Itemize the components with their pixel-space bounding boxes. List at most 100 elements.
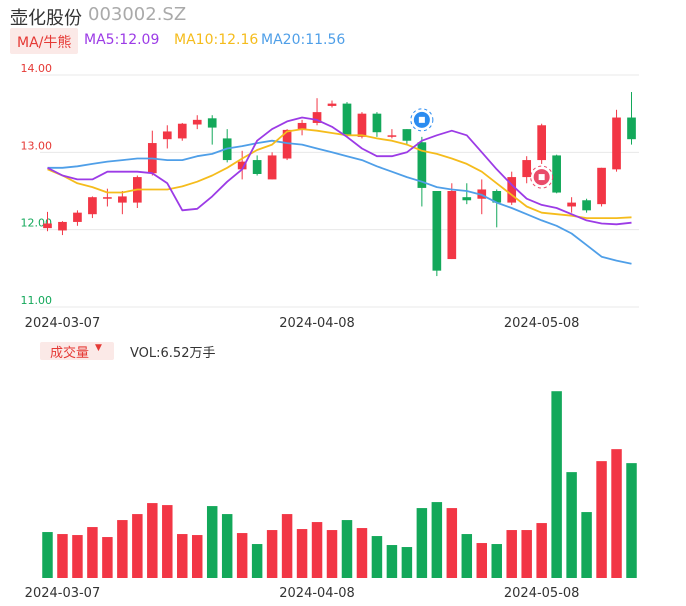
volume-bar bbox=[401, 547, 413, 578]
candle-body bbox=[118, 196, 127, 203]
candle-body bbox=[447, 191, 457, 260]
candle-body bbox=[282, 129, 292, 159]
volume-bar bbox=[491, 544, 502, 578]
candle-body bbox=[192, 119, 202, 125]
volume-bar bbox=[281, 514, 293, 578]
y-tick-label: 14.00 bbox=[21, 62, 53, 75]
candle-body bbox=[237, 161, 247, 170]
x-tick-label: 2024-04-08 bbox=[279, 316, 355, 331]
candle-body bbox=[567, 202, 576, 207]
volume-bar bbox=[476, 543, 488, 578]
x-tick-label: 2024-05-08 bbox=[504, 316, 580, 331]
candle-body bbox=[612, 117, 621, 170]
candle-body bbox=[582, 200, 591, 211]
candle-body bbox=[162, 131, 172, 140]
volume-bar bbox=[206, 506, 218, 578]
volume-bar bbox=[356, 528, 368, 578]
candle-body bbox=[417, 142, 427, 188]
volume-bar bbox=[177, 534, 188, 578]
volume-bar bbox=[296, 529, 308, 578]
volume-bar bbox=[551, 391, 562, 578]
candle-body bbox=[177, 123, 187, 139]
candle-body bbox=[537, 125, 547, 161]
candle-body bbox=[312, 112, 322, 123]
candle-body bbox=[267, 155, 277, 180]
stock-name: 壶化股份 bbox=[10, 8, 82, 29]
candle-body bbox=[73, 212, 82, 222]
candle-body bbox=[432, 191, 442, 271]
volume-bar bbox=[236, 533, 248, 578]
volume-bar bbox=[102, 537, 113, 578]
volume-indicator-label[interactable]: 成交量 bbox=[50, 346, 90, 361]
volume-bar bbox=[416, 508, 428, 578]
stock-code: 003002.SZ bbox=[88, 4, 187, 25]
x-tick-label: 2024-04-08 bbox=[279, 586, 355, 601]
y-tick-label: 13.00 bbox=[21, 139, 53, 152]
chevron-down-icon[interactable]: ▼ bbox=[95, 343, 102, 353]
candle-body bbox=[387, 135, 397, 137]
event-badge-icon-ring bbox=[530, 165, 554, 189]
candle-body bbox=[252, 160, 262, 174]
volume-indicator-selector[interactable] bbox=[40, 342, 114, 360]
volume-bar bbox=[191, 535, 203, 578]
volume-bar bbox=[626, 463, 637, 578]
ma20-line bbox=[47, 139, 632, 265]
volume-bar bbox=[506, 530, 517, 578]
ma5-value: MA5:12.09 bbox=[84, 32, 160, 48]
volume-bar bbox=[42, 532, 53, 578]
volume-bar bbox=[326, 530, 338, 578]
ma-indicator-label[interactable]: MA/牛熊 bbox=[17, 35, 72, 51]
news-badge-icon-glyph bbox=[418, 116, 425, 123]
volume-bar bbox=[132, 514, 143, 578]
x-tick-label: 2024-05-08 bbox=[504, 586, 580, 601]
candle-body bbox=[597, 167, 606, 205]
event-badge-icon-glyph bbox=[538, 174, 545, 181]
x-tick-label: 2024-03-07 bbox=[25, 586, 101, 601]
ma-indicator-selector[interactable] bbox=[10, 28, 78, 54]
volume-bar bbox=[57, 534, 68, 578]
x-tick-label: 2024-03-07 bbox=[25, 316, 101, 331]
ma10-line bbox=[47, 128, 632, 220]
volume-bar bbox=[461, 534, 473, 578]
candle-body bbox=[207, 118, 217, 128]
candle-body bbox=[372, 113, 382, 133]
volume-bar bbox=[311, 522, 323, 578]
candle-body bbox=[522, 160, 532, 178]
candle-body bbox=[552, 155, 561, 193]
volume-bar bbox=[386, 545, 398, 578]
volume-bar bbox=[251, 544, 263, 578]
volume-bar bbox=[611, 449, 622, 578]
candle-body bbox=[103, 197, 112, 199]
volume-bar bbox=[371, 536, 383, 578]
ma5-line bbox=[47, 116, 632, 226]
candle-body bbox=[327, 103, 337, 106]
candle-body bbox=[297, 122, 307, 130]
volume-bar bbox=[446, 508, 458, 578]
volume-bar bbox=[221, 514, 233, 578]
volume-bar bbox=[521, 530, 532, 578]
candle-body bbox=[88, 197, 97, 215]
candle-body bbox=[492, 191, 502, 203]
candle-body bbox=[507, 177, 517, 203]
volume-bar bbox=[536, 523, 547, 578]
volume-bar bbox=[566, 472, 577, 578]
volume-bar bbox=[162, 505, 173, 578]
volume-bar bbox=[431, 502, 443, 578]
candle-body bbox=[342, 103, 352, 136]
volume-bar bbox=[341, 520, 353, 578]
volume-bar bbox=[581, 512, 592, 578]
candle-body bbox=[357, 113, 367, 137]
candle-body bbox=[627, 117, 636, 140]
news-badge-icon-ring bbox=[410, 108, 434, 132]
volume-bar bbox=[266, 530, 278, 578]
volume-bar bbox=[87, 527, 98, 578]
candle-body bbox=[402, 129, 412, 141]
volume-bar bbox=[147, 503, 158, 578]
y-tick-label: 11.00 bbox=[21, 294, 53, 307]
volume-value: VOL:6.52万手 bbox=[130, 346, 216, 361]
volume-bar bbox=[596, 461, 607, 578]
candle-body bbox=[462, 197, 472, 201]
volume-bar bbox=[117, 520, 128, 578]
ma20-value: MA20:11.56 bbox=[261, 32, 346, 48]
